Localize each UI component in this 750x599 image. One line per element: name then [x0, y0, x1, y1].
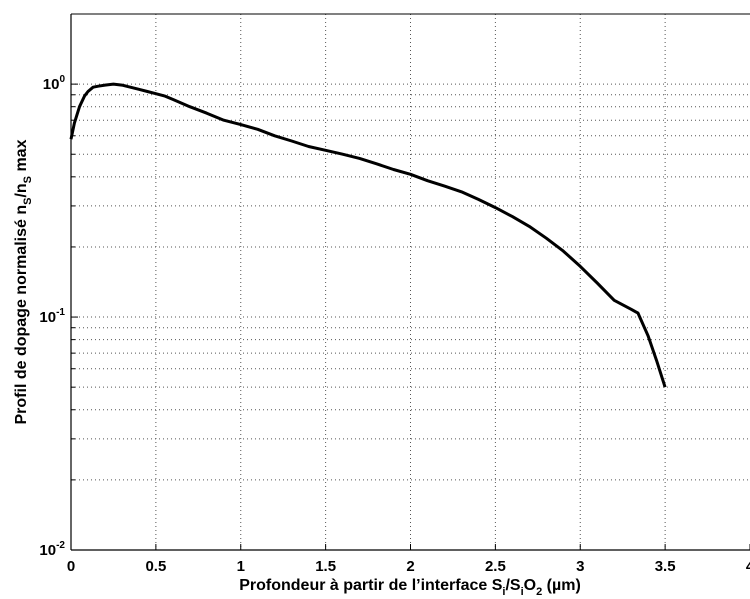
- series-line: [69, 82, 667, 388]
- y-tick-label: 100: [43, 74, 66, 93]
- y-tick-label: 10-2: [39, 540, 65, 559]
- axes: [70, 13, 750, 551]
- x-axis-label: Profondeur à partir de l’interface Si/Si…: [239, 577, 581, 598]
- x-tick-label: 0.5: [145, 558, 166, 575]
- grid-lines: [71, 13, 750, 550]
- y-axis-label: Profil de dopage normalisé nS/nS max: [13, 139, 34, 424]
- x-tick-label: 0: [67, 558, 75, 575]
- x-tick-label: 2: [406, 558, 414, 575]
- x-tick-label: 1.5: [315, 558, 336, 575]
- y-tick-label: 10-1: [39, 307, 65, 326]
- x-tick-label: 2.5: [485, 558, 506, 575]
- x-tick-label: 3: [576, 558, 584, 575]
- x-tick-label: 3.5: [655, 558, 676, 575]
- tick-labels: 0 0.5 1 1.5 2 2.5 3 3.5 4 10-2 10-1 100: [39, 74, 750, 575]
- x-tick-label: 1: [237, 558, 245, 575]
- x-tick-label: 4: [746, 558, 750, 575]
- series-group: [69, 82, 667, 388]
